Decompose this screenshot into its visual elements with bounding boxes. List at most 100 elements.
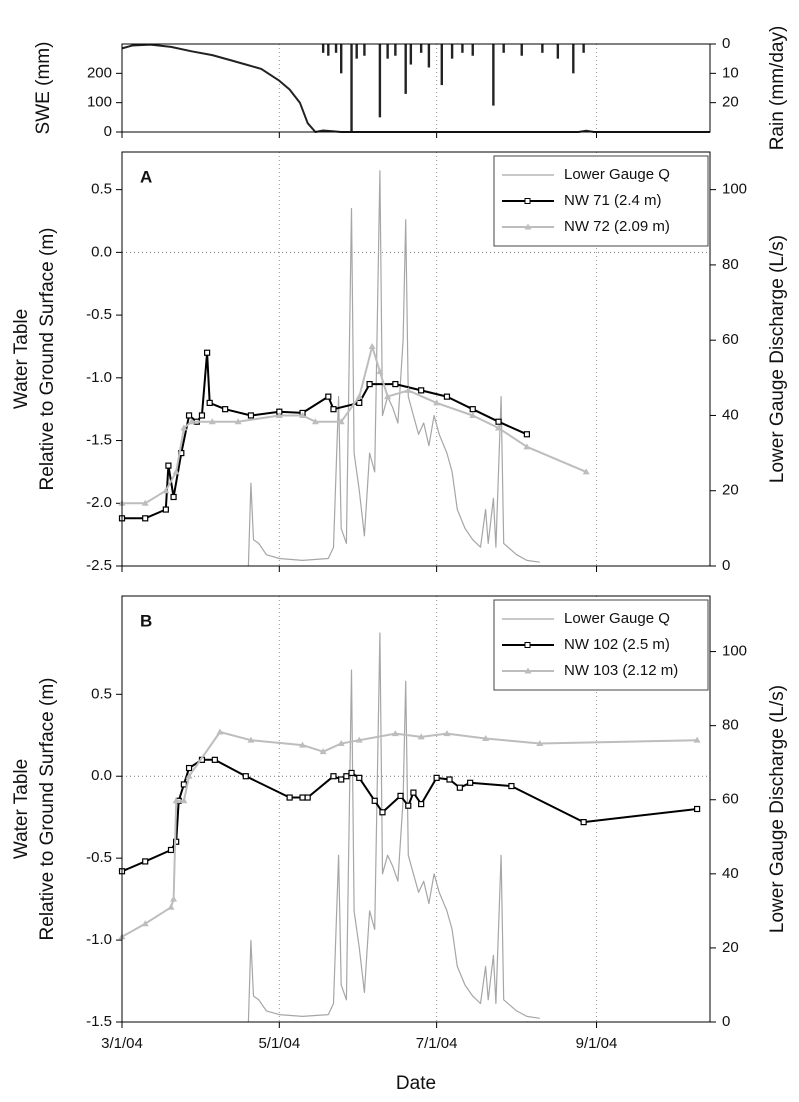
legend-marker — [524, 223, 532, 230]
marker — [172, 797, 180, 804]
marker — [180, 797, 188, 804]
series-line — [247, 170, 540, 567]
y2-axis-label: Lower Gauge Discharge (L/s) — [767, 685, 788, 933]
y2-tick-label: 20 — [722, 939, 739, 956]
marker — [185, 764, 193, 772]
marker — [170, 895, 178, 902]
panel: 3/1/04 5/1/04 7/1/04 9/1/04 -1.5 -1.0 -0.5 0.0 0… — [11, 595, 788, 1094]
marker — [165, 462, 172, 469]
marker — [456, 784, 463, 791]
marker — [405, 802, 412, 809]
bar — [404, 44, 407, 94]
bar — [386, 44, 389, 59]
marker — [392, 380, 399, 388]
bar — [556, 44, 560, 59]
marker — [299, 741, 307, 748]
y-tick-label: -1.0 — [86, 369, 112, 386]
legend: Lower Gauge Q NW 71 (2.4 m) NW 72 (2.09 m) — [493, 155, 709, 247]
y2-tick-label: 0 — [722, 1013, 730, 1030]
marker — [330, 773, 337, 780]
marker — [170, 493, 177, 501]
bar — [502, 44, 505, 53]
marker — [188, 418, 196, 425]
bar — [461, 44, 464, 53]
y2-tick-label: 20 — [722, 94, 739, 111]
y2-tick-label: 80 — [722, 717, 739, 734]
y2-tick-label: 40 — [722, 406, 739, 423]
marker — [141, 499, 149, 506]
marker — [234, 418, 242, 425]
marker — [376, 368, 384, 375]
marker — [343, 773, 350, 780]
y-tick-label: -1.5 — [86, 1013, 112, 1030]
marker — [299, 794, 306, 801]
y-axis-label: SWE (mm) — [33, 42, 54, 135]
marker — [167, 846, 175, 854]
marker — [523, 443, 531, 450]
marker — [311, 418, 319, 425]
marker — [469, 411, 477, 418]
plot-frame — [121, 595, 711, 1023]
bar — [450, 44, 454, 59]
x-tick-label: 3/1/04 — [101, 1035, 143, 1052]
marker — [216, 728, 224, 735]
marker — [417, 733, 425, 740]
bar — [572, 44, 575, 74]
series-line — [122, 345, 587, 505]
legend-label: NW 71 (2.4 m) — [564, 192, 662, 209]
marker — [495, 418, 502, 425]
y2-axis-label: Rain (mm/day) — [767, 26, 788, 151]
bar — [363, 44, 366, 56]
marker — [482, 735, 490, 742]
bar — [492, 44, 495, 106]
marker — [348, 769, 355, 777]
legend-label: NW 103 (2.12 m) — [564, 662, 678, 679]
legend-label: Lower Gauge Q — [564, 610, 670, 627]
y2-tick-label: 80 — [722, 256, 739, 273]
marker — [167, 903, 175, 910]
bar — [520, 44, 523, 56]
plot-frame — [121, 151, 711, 567]
y-tick-label: 0.5 — [91, 685, 112, 702]
legend-label: NW 102 (2.5 m) — [564, 636, 670, 653]
marker — [330, 406, 337, 413]
marker — [247, 736, 255, 743]
y2-tick-label: 10 — [722, 64, 739, 81]
marker — [580, 819, 587, 826]
legend-label: NW 72 (2.09 m) — [564, 218, 670, 235]
marker — [433, 399, 441, 406]
marker — [391, 730, 399, 737]
legend-marker — [524, 667, 532, 674]
marker — [355, 393, 363, 400]
plot-frame — [121, 43, 711, 133]
marker — [319, 748, 327, 755]
marker — [418, 387, 425, 394]
bar — [355, 44, 358, 59]
panel: -2.5 -2.0 -1.5 -1.0 -0.5 0.0 0.5 0 20 40 60 80 100 A W… — [11, 151, 788, 574]
marker — [141, 920, 149, 927]
marker — [211, 756, 218, 763]
marker — [337, 739, 345, 746]
panel-letter: B — [140, 611, 152, 630]
marker — [433, 774, 440, 781]
marker — [162, 487, 170, 494]
bar — [471, 44, 474, 56]
bar — [340, 44, 343, 74]
marker — [247, 412, 255, 419]
marker — [508, 782, 515, 790]
marker — [469, 406, 476, 413]
bar — [582, 44, 585, 53]
marker — [443, 730, 451, 737]
marker — [142, 515, 149, 522]
bar — [440, 44, 443, 86]
marker — [404, 386, 412, 393]
marker — [185, 412, 193, 419]
x-tick-label: 7/1/04 — [416, 1035, 458, 1052]
marker — [337, 418, 345, 425]
y-tick-label: 0.0 — [91, 767, 112, 784]
marker — [384, 393, 392, 400]
y2-tick-label: 100 — [722, 181, 747, 198]
panel-letter: A — [140, 167, 152, 186]
legend: Lower Gauge Q NW 102 (2.5 m) NW 103 (2.12 … — [493, 599, 709, 691]
bar — [419, 44, 423, 53]
